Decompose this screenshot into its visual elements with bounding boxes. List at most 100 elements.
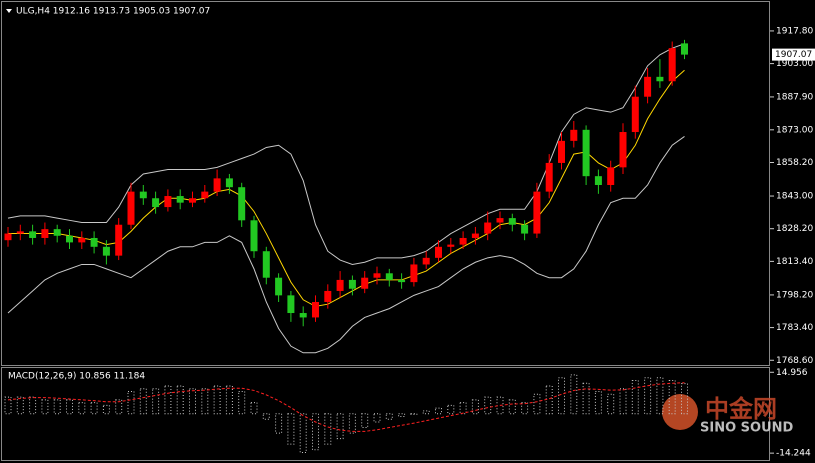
- macd-bar: [213, 385, 221, 415]
- macd-bar: [127, 391, 135, 415]
- candle-body: [496, 218, 504, 223]
- macd-bar: [16, 396, 24, 415]
- candle-body: [213, 178, 221, 192]
- y-tick-label: 1798.20: [776, 290, 813, 300]
- y-tick-label: 1813.40: [776, 257, 813, 267]
- candle-body: [484, 222, 492, 234]
- macd-bar: [66, 399, 73, 415]
- macd-bar: [115, 399, 123, 415]
- y-tick-label: 1887.90: [776, 92, 813, 102]
- watermark: 中金网 SINO SOUND: [662, 394, 794, 436]
- candle-body: [521, 224, 529, 234]
- candle-body: [275, 277, 283, 296]
- macd-bar: [4, 396, 12, 415]
- candle-body: [644, 76, 652, 97]
- macd-bar: [287, 413, 295, 445]
- watermark-en: SINO SOUND: [700, 421, 794, 436]
- macd-bar: [435, 407, 442, 415]
- candle-body: [582, 129, 590, 177]
- candle-body: [336, 279, 344, 291]
- macd-bar: [275, 413, 283, 434]
- watermark-logo: [662, 394, 698, 430]
- macd-bar: [336, 413, 344, 440]
- candle-body: [619, 132, 627, 168]
- y-tick-label: 1828.20: [776, 224, 813, 234]
- candle-body: [545, 162, 553, 192]
- macd-bar: [631, 379, 639, 415]
- macd-bar: [447, 404, 455, 415]
- candle-body: [238, 187, 246, 221]
- candle-body: [201, 191, 209, 199]
- price-frame: [1, 1, 770, 366]
- candle-body: [435, 246, 442, 258]
- macd-title: MACD(12,26,9) 10.856 11.184: [8, 372, 145, 382]
- candle-body: [152, 198, 160, 208]
- macd-bar: [422, 410, 430, 415]
- macd-bar: [324, 413, 332, 445]
- macd-bar: [545, 385, 553, 415]
- watermark-cn: 中金网: [705, 395, 777, 423]
- macd-bar: [558, 377, 565, 415]
- candle-body: [668, 48, 676, 82]
- candle-body: [66, 235, 73, 243]
- candle-body: [422, 257, 430, 265]
- macd-bar: [78, 402, 86, 415]
- macd-bar: [201, 388, 209, 415]
- overlay-line: [7, 136, 685, 354]
- candle-body: [373, 273, 381, 278]
- candle-body: [29, 231, 37, 238]
- candle-body: [508, 218, 516, 225]
- macd-bar: [582, 382, 590, 415]
- candle-body: [385, 273, 393, 280]
- y-tick-label: 1768.60: [776, 356, 813, 366]
- candle-body: [189, 198, 196, 203]
- y-tick-label: -14.244: [776, 449, 811, 459]
- macd-bar: [533, 393, 541, 415]
- macd-bar: [471, 399, 479, 415]
- candle-body: [90, 237, 98, 247]
- macd-bar: [410, 413, 418, 415]
- y-tick-label: 1858.20: [776, 158, 813, 168]
- candle-body: [299, 313, 307, 318]
- macd-bar: [644, 377, 652, 415]
- macd-bar: [656, 377, 664, 415]
- macd-bar: [238, 391, 246, 415]
- candle-body: [348, 279, 356, 289]
- macd-bar: [299, 413, 307, 453]
- candle-body: [164, 196, 172, 208]
- macd-bar: [176, 385, 184, 415]
- macd-bar: [152, 388, 160, 415]
- y-tick-label: 1843.00: [776, 192, 813, 202]
- candle-body: [312, 301, 319, 318]
- macd-bar: [225, 385, 233, 415]
- menu-arrow: [6, 9, 12, 13]
- candle-body: [176, 196, 184, 203]
- macd-bar: [594, 391, 602, 415]
- macd-bar: [262, 413, 270, 420]
- macd-bar: [139, 388, 147, 415]
- y-tick-label: 1783.40: [776, 323, 813, 333]
- candle-body: [459, 237, 467, 245]
- macd-bar: [102, 404, 110, 415]
- candle-body: [398, 279, 406, 283]
- chart-title: ULG,H4 1912.16 1913.73 1905.03 1907.07: [16, 7, 210, 17]
- y-tick-label: 1903.00: [776, 59, 813, 69]
- overlay-line: [7, 43, 685, 265]
- macd-bar: [619, 388, 627, 415]
- macd-bar: [189, 388, 196, 415]
- macd-bar: [398, 413, 406, 417]
- candle-body: [594, 176, 602, 185]
- candle-body: [78, 237, 86, 243]
- candle-body: [250, 220, 258, 252]
- candle-body: [16, 231, 24, 234]
- macd-bar: [361, 413, 369, 429]
- candle-body: [127, 191, 135, 225]
- candle-body: [324, 290, 332, 302]
- macd-bar: [53, 399, 61, 415]
- last-price-label: 1907.07: [775, 50, 812, 60]
- macd-bar: [668, 379, 676, 415]
- candle-body: [631, 96, 639, 133]
- macd-bar: [29, 396, 37, 415]
- candle-body: [102, 246, 110, 256]
